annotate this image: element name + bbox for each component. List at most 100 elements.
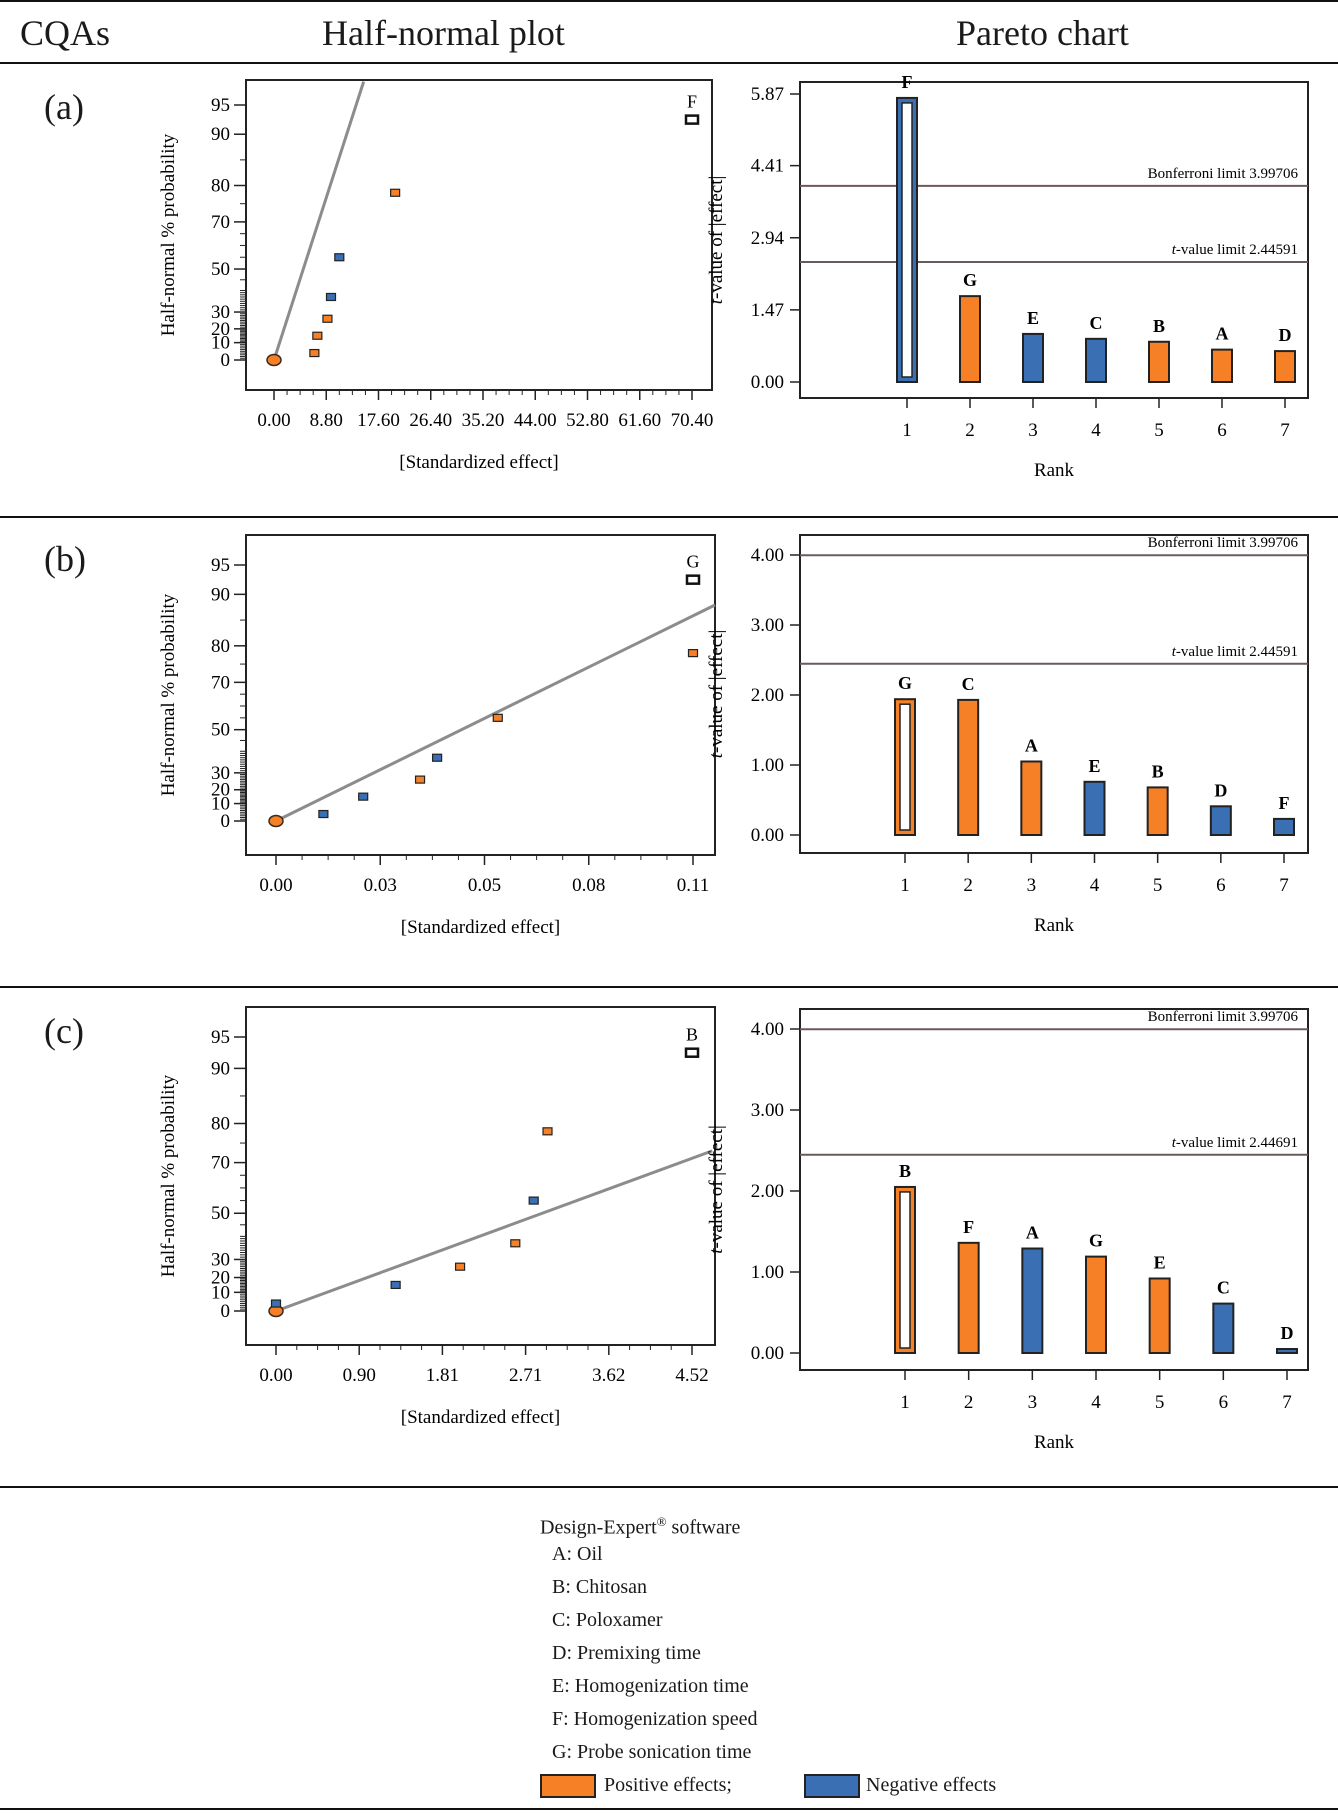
x-tick-label: 1.81: [426, 1365, 459, 1386]
x-tick-label: 17.60: [357, 410, 400, 431]
x-tick-label: 3: [1028, 420, 1038, 441]
pareto-bar-label: C: [1217, 1278, 1230, 1298]
y-tick-label: 10: [211, 1282, 230, 1303]
negative-effects-swatch: [804, 1774, 860, 1798]
row-divider-bc: [0, 986, 1338, 988]
pareto-bar: [959, 295, 981, 383]
x-tick-label: 1: [900, 875, 910, 896]
effect-point: [432, 753, 443, 762]
y-tick-label: 70: [211, 672, 230, 693]
effect-point: [309, 348, 320, 358]
header-rule: [0, 62, 1338, 64]
x-axis-label: [Standardized effect]: [401, 1407, 560, 1428]
pareto-bar-label: G: [963, 270, 977, 290]
effect-point: [325, 292, 337, 302]
x-axis-label: Rank: [1034, 460, 1075, 481]
pareto-bar: [1276, 1348, 1298, 1354]
limit-label: Bonferroni limit 3.99706: [1148, 535, 1299, 551]
limit-label-italic: t: [1172, 644, 1177, 660]
bottom-rule: [0, 1808, 1338, 1810]
x-tick-label: 35.20: [462, 410, 505, 431]
y-axis-label: t-value of |effect|: [706, 630, 727, 759]
x-tick-label: 70.40: [671, 410, 714, 431]
y-tick-label: 0.00: [751, 825, 784, 846]
fit-line: [275, 603, 716, 823]
x-tick-label: 8.80: [310, 410, 343, 431]
pareto-bar-label: F: [1279, 793, 1290, 813]
limit-label: t-value limit 2.44591: [1172, 644, 1298, 660]
x-tick-label: 2: [964, 1392, 974, 1413]
pareto-bar-label: C: [1090, 313, 1103, 333]
y-tick-label: 30: [211, 763, 230, 784]
pareto-bar: [1211, 348, 1233, 384]
effect-point: [528, 1196, 539, 1205]
legend-software-suffix: software: [666, 1516, 741, 1539]
pareto-bar-label: E: [1154, 1252, 1166, 1272]
effect-point: [312, 331, 323, 340]
x-tick-label: 3: [1027, 875, 1037, 896]
legend: Design-Expert® software A: Oil B: Chitos…: [540, 1505, 758, 1769]
x-tick-label: 26.40: [409, 410, 452, 431]
x-tick-label: 0.00: [257, 410, 290, 431]
y-tick-label: 95: [211, 555, 230, 576]
effect-point-highlight: [684, 114, 700, 125]
y-tick-label: 0: [221, 811, 231, 832]
y-tick-label: 4.00: [751, 545, 784, 566]
positive-effects-swatch: [540, 1774, 596, 1798]
x-tick-label: 4.52: [675, 1365, 708, 1386]
pareto-bar: [1273, 817, 1295, 836]
fit-line: [272, 81, 366, 361]
x-tick-label: 1: [900, 1392, 910, 1413]
y-axis-label: Half-normal % probability: [158, 1074, 179, 1277]
legend-registered-mark: ®: [656, 1514, 667, 1529]
pareto-bar: [1020, 760, 1043, 836]
effect-point: [510, 1239, 521, 1248]
pareto-bar: [1274, 350, 1296, 384]
header-half-normal: Half-normal plot: [322, 13, 565, 53]
x-tick-label: 3.62: [592, 1365, 625, 1386]
x-tick-label: 2: [963, 875, 973, 896]
limit-label: t-value limit 2.44691: [1172, 1135, 1298, 1151]
y-tick-label: 2.00: [751, 685, 784, 706]
y-tick-label: 0.00: [751, 1343, 784, 1364]
pareto-bar: [957, 698, 980, 836]
y-axis-label-rest: -value of |effect|: [706, 1125, 727, 1248]
x-tick-label: 2: [965, 420, 975, 441]
pareto-bar-label: D: [1214, 780, 1227, 800]
effect-point: [270, 1299, 282, 1308]
x-axis-label: Rank: [1034, 1432, 1075, 1453]
x-tick-label: 61.60: [618, 410, 661, 431]
effect-point-label: F: [687, 92, 697, 112]
y-tick-label: 80: [211, 175, 230, 196]
x-tick-label: 44.00: [514, 410, 557, 431]
effect-point: [492, 713, 503, 722]
y-axis-label-rest: -value of |effect|: [706, 630, 727, 753]
x-tick-label: 4: [1091, 1392, 1101, 1413]
y-tick-label: 30: [211, 1249, 230, 1270]
x-tick-label: 0.11: [677, 875, 710, 896]
y-tick-label: 90: [211, 124, 230, 145]
pareto-bar-label: F: [963, 1217, 974, 1237]
plot-frame: [799, 1008, 1309, 1371]
y-axis-label-italic: t: [706, 298, 727, 304]
positive-effects-label: Positive effects;: [604, 1774, 732, 1796]
effect-point-highlight: [684, 1047, 700, 1058]
pareto-bar: [1085, 337, 1107, 383]
pareto-bar-label: G: [898, 673, 912, 693]
y-tick-label: 50: [211, 720, 230, 741]
x-tick-label: 6: [1217, 420, 1227, 441]
pareto-bar-highlight-inner: [899, 703, 911, 831]
y-tick-label: 80: [211, 636, 230, 657]
limit-label: Bonferroni limit 3.99706: [1148, 166, 1299, 182]
y-tick-label: 4.00: [751, 1019, 784, 1040]
x-tick-label: 2.71: [509, 1365, 542, 1386]
y-tick-label: 20: [211, 319, 230, 340]
y-tick-label: 90: [211, 584, 230, 605]
effect-point: [318, 809, 329, 819]
y-axis-label-rest: -value of |effect|: [706, 176, 727, 299]
plot-frame: [245, 534, 716, 856]
pareto-bar-label: B: [1152, 761, 1164, 781]
